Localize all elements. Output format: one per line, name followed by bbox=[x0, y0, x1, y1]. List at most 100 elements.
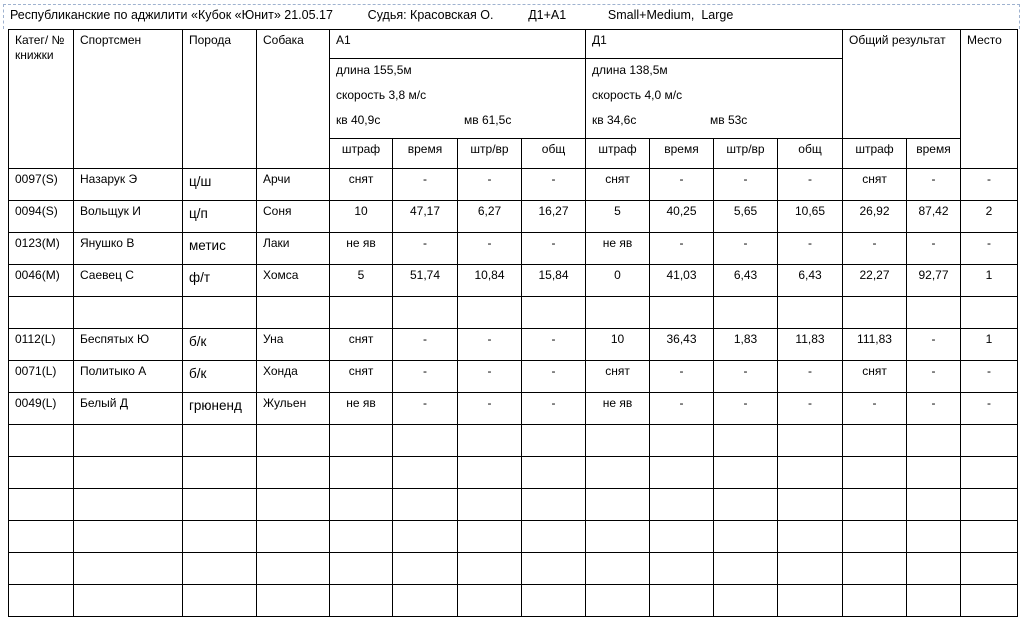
cell-total-time bbox=[906, 584, 961, 617]
cell-dog bbox=[256, 584, 330, 617]
cell-breed bbox=[182, 584, 257, 617]
cell-a1-time-penalty: - bbox=[457, 232, 522, 265]
cell-d1-penalty bbox=[585, 456, 650, 489]
cell-d1-time-penalty bbox=[713, 584, 778, 617]
cell-breed: метис bbox=[182, 232, 257, 265]
cell-category bbox=[8, 520, 74, 553]
cell-a1-total bbox=[521, 296, 586, 329]
table-row bbox=[8, 552, 1018, 585]
cell-a1-penalty: 5 bbox=[329, 264, 393, 297]
cell-place: 2 bbox=[960, 200, 1018, 233]
cell-category: 0097(S) bbox=[8, 168, 74, 201]
cell-place bbox=[960, 424, 1018, 457]
cell-a1-time: - bbox=[392, 168, 458, 201]
cell-breed: грюненд bbox=[182, 392, 257, 425]
cell-place: 1 bbox=[960, 328, 1018, 361]
cell-a1-total bbox=[521, 552, 586, 585]
cell-d1-time-penalty bbox=[713, 424, 778, 457]
cell-a1-total bbox=[521, 424, 586, 457]
event-title: Республиканские по аджилити «Кубок «Юнит… bbox=[10, 8, 333, 22]
cell-breed bbox=[182, 488, 257, 521]
cell-breed: б/к bbox=[182, 360, 257, 393]
cell-a1-time-penalty bbox=[457, 520, 522, 553]
cell-a1-time-penalty: - bbox=[457, 168, 522, 201]
cell-a1-time-penalty: - bbox=[457, 392, 522, 425]
cell-d1-time: 36,43 bbox=[649, 328, 714, 361]
cell-d1-total bbox=[777, 584, 843, 617]
cell-place: - bbox=[960, 168, 1018, 201]
cell-total-penalty: - bbox=[842, 392, 907, 425]
cell-d1-time: - bbox=[649, 232, 714, 265]
cell-breed: ц/ш bbox=[182, 168, 257, 201]
cell-total-penalty bbox=[842, 584, 907, 617]
table-row bbox=[8, 488, 1018, 521]
cell-d1-penalty bbox=[585, 520, 650, 553]
cell-total-time bbox=[906, 552, 961, 585]
cell-total-time: - bbox=[906, 168, 961, 201]
judge: Судья: Красовская О. bbox=[367, 8, 494, 22]
table-row bbox=[8, 456, 1018, 489]
cell-category bbox=[8, 552, 74, 585]
cell-category bbox=[8, 456, 74, 489]
cell-athlete bbox=[73, 520, 183, 553]
cell-total-penalty: 111,83 bbox=[842, 328, 907, 361]
run-d1-speed: скорость 4,0 м/с bbox=[592, 88, 683, 102]
a1-total-header: общ bbox=[521, 138, 586, 169]
cell-d1-time bbox=[649, 296, 714, 329]
cell-d1-time bbox=[649, 584, 714, 617]
d1-time-header: время bbox=[649, 138, 714, 169]
cell-d1-time: - bbox=[649, 360, 714, 393]
cell-a1-total bbox=[521, 520, 586, 553]
table-row bbox=[8, 424, 1018, 457]
cell-dog: Жульен bbox=[256, 392, 330, 425]
cell-d1-time-penalty bbox=[713, 552, 778, 585]
run-a1-length: длина 155,5м bbox=[336, 63, 412, 77]
cell-d1-time: 41,03 bbox=[649, 264, 714, 297]
cell-a1-penalty bbox=[329, 488, 393, 521]
cell-place: 1 bbox=[960, 264, 1018, 297]
cell-d1-time: - bbox=[649, 392, 714, 425]
cell-a1-time-penalty bbox=[457, 424, 522, 457]
cell-dog: Соня bbox=[256, 200, 330, 233]
cell-dog: Лаки bbox=[256, 232, 330, 265]
cell-place bbox=[960, 488, 1018, 521]
runs-label: Д1+А1 bbox=[528, 8, 567, 22]
cell-a1-total: 15,84 bbox=[521, 264, 586, 297]
cell-category: 0112(L) bbox=[8, 328, 74, 361]
cell-breed bbox=[182, 520, 257, 553]
cell-breed bbox=[182, 296, 257, 329]
cell-total-time bbox=[906, 456, 961, 489]
cell-total-time bbox=[906, 296, 961, 329]
header-run-a1: А1 bbox=[329, 29, 586, 59]
cell-d1-penalty: снят bbox=[585, 168, 650, 201]
cell-dog bbox=[256, 456, 330, 489]
cell-a1-time: 47,17 bbox=[392, 200, 458, 233]
cell-a1-penalty: снят bbox=[329, 328, 393, 361]
cell-a1-penalty bbox=[329, 424, 393, 457]
cell-d1-time-penalty bbox=[713, 520, 778, 553]
cell-category bbox=[8, 584, 74, 617]
run-a1-kv: кв 40,9с bbox=[336, 113, 381, 127]
cell-total-time: - bbox=[906, 232, 961, 265]
cell-athlete: Вольщук И bbox=[73, 200, 183, 233]
header-total-result: Общий результат bbox=[842, 29, 961, 139]
cell-category bbox=[8, 296, 74, 329]
cell-total-penalty: снят bbox=[842, 360, 907, 393]
cell-total-penalty bbox=[842, 424, 907, 457]
cell-a1-penalty bbox=[329, 520, 393, 553]
cell-total-penalty bbox=[842, 488, 907, 521]
cell-d1-penalty: 10 bbox=[585, 328, 650, 361]
a1-penalty-header: штраф bbox=[329, 138, 393, 169]
header-run-d1: Д1 bbox=[585, 29, 843, 59]
cell-d1-time bbox=[649, 424, 714, 457]
cell-total-penalty: 22,27 bbox=[842, 264, 907, 297]
cell-place: - bbox=[960, 360, 1018, 393]
cell-athlete bbox=[73, 456, 183, 489]
cell-breed: б/к bbox=[182, 328, 257, 361]
cell-a1-time-penalty bbox=[457, 296, 522, 329]
cell-breed bbox=[182, 552, 257, 585]
cell-breed bbox=[182, 456, 257, 489]
